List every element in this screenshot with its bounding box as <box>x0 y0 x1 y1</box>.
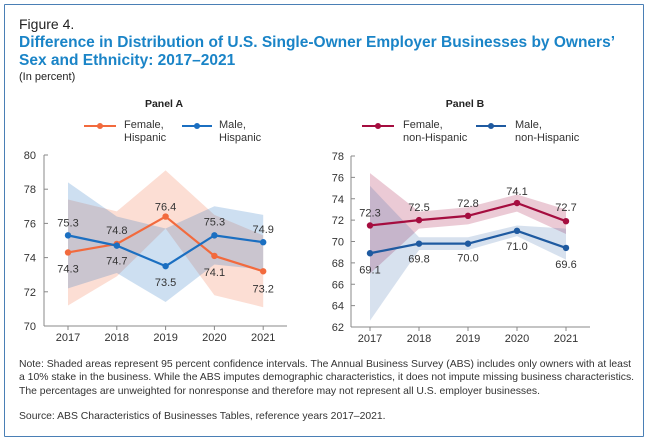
panel-b-data-point <box>562 244 570 252</box>
panel-a-data-point <box>211 252 218 260</box>
panel-a-data-label: 74.1 <box>204 267 225 279</box>
panel-b-data-label: 72.3 <box>359 207 380 219</box>
panel-a-data-label: 74.9 <box>252 224 273 236</box>
panel-a-x-tick-label: 2017 <box>56 332 80 344</box>
panel-b-y-tick-label: 68 <box>332 258 344 270</box>
panel-b-x-tick-label: 2017 <box>358 333 382 345</box>
figure-title: Difference in Distribution of U.S. Singl… <box>19 34 615 69</box>
panel-a-data-label: 75.3 <box>204 216 225 228</box>
panel-b-x-tick-label: 2018 <box>407 333 431 345</box>
panel-b-data-label: 72.5 <box>408 202 429 214</box>
panel-a-ci-band-0 <box>68 170 264 308</box>
panel-a-data-label: 74.7 <box>106 256 127 268</box>
panel-a-data-label: 76.4 <box>155 202 176 214</box>
panel-b-data-label: 70.0 <box>457 253 478 265</box>
panel-a-x-tick-label: 2021 <box>251 332 275 344</box>
panel-a-x-tick-label: 2020 <box>202 332 226 344</box>
panel-b-y-tick-label: 72 <box>332 215 344 227</box>
panel-a-y-tick-label: 80 <box>24 150 36 162</box>
panel-a-title: Panel A <box>144 98 184 110</box>
panel-b-data-point <box>513 227 521 235</box>
panel-a-data-point <box>260 268 267 275</box>
panel-b-ci-band-1 <box>370 185 566 321</box>
panel-b-data-label: 69.1 <box>359 264 380 276</box>
unit-label: (In percent) <box>19 71 76 83</box>
panel-a-x-tick-label: 2019 <box>153 332 177 344</box>
legend-marker-female-hispanic <box>97 123 103 129</box>
figure-frame <box>4 4 644 437</box>
panel-a-y-tick-label: 72 <box>24 287 36 299</box>
legend-label-male-non-hispanic: Male, non-Hispanic <box>515 119 580 144</box>
panel-a-y-tick-label: 74 <box>24 253 36 265</box>
panel-b-data-point <box>562 217 570 225</box>
panel-a-data-label: 75.3 <box>57 217 78 229</box>
panel-b-y-tick-label: 64 <box>332 301 344 313</box>
panel-a-data-point <box>260 239 267 246</box>
panel-b-data-point <box>464 240 472 247</box>
panel-b-ci-band-0 <box>370 173 566 274</box>
panel-a-ci-band-1 <box>68 182 264 303</box>
panel-b-data-point <box>513 199 521 207</box>
panel-b-data-point <box>415 216 423 224</box>
panel-b-data-label: 71.0 <box>506 241 527 253</box>
legend-label-male-hispanic: Male, Hispanic <box>219 119 262 144</box>
panel-b-data-point <box>415 240 423 247</box>
panel-a-data-point <box>64 249 72 256</box>
panel-a-data-label: 73.5 <box>155 277 176 289</box>
legend-marker-male-non-hispanic <box>488 123 494 129</box>
panel-a-data-label: 74.8 <box>106 225 127 237</box>
legend-marker-male-hispanic <box>194 123 200 129</box>
panel-a-y-tick-label: 76 <box>24 218 36 230</box>
source-text: Source: ABS Characteristics of Businesse… <box>19 411 386 422</box>
panel-b-data-label: 69.8 <box>408 254 429 266</box>
panel-a-data-point <box>211 232 218 239</box>
panel-b-x-tick-label: 2021 <box>554 333 578 345</box>
panel-a-data-point <box>162 213 169 220</box>
panel-b-y-tick-label: 62 <box>332 322 344 334</box>
panel-a-data-label: 73.2 <box>252 283 273 295</box>
legend-marker-female-non-hispanic <box>375 123 381 129</box>
panel-a-data-point <box>64 232 72 239</box>
panel-b-y-tick-label: 76 <box>332 172 344 184</box>
panel-b-data-label: 72.8 <box>457 198 478 210</box>
legend-label-female-hispanic: Female, Hispanic <box>124 119 167 144</box>
panel-a-data-point <box>162 262 169 270</box>
panel-b-x-tick-label: 2020 <box>505 333 529 345</box>
panel-b-y-tick-label: 66 <box>332 279 344 291</box>
panel-a-y-tick-label: 70 <box>24 321 36 333</box>
panel-a-x-tick-label: 2018 <box>105 332 129 344</box>
panel-b-data-label: 72.7 <box>555 202 576 214</box>
figure-label: Figure 4. <box>19 16 75 32</box>
panel-b-data-point <box>366 250 374 257</box>
panel-b-title: Panel B <box>445 98 485 110</box>
panel-a-y-tick-label: 78 <box>24 184 36 196</box>
legend-label-female-non-hispanic: Female, non-Hispanic <box>403 119 468 144</box>
panel-b-data-point <box>464 212 472 220</box>
panel-b-data-label: 74.1 <box>506 186 527 198</box>
panel-b-data-point <box>366 222 374 229</box>
note-text: Note: Shaded areas represent 95 percent … <box>19 359 635 397</box>
panel-b-y-tick-label: 74 <box>332 194 344 206</box>
panel-a-data-point <box>113 242 121 249</box>
panel-b-x-tick-label: 2019 <box>456 333 480 345</box>
panel-b-y-tick-label: 70 <box>332 237 344 249</box>
panel-a-data-label: 74.3 <box>57 263 78 275</box>
panel-b-data-label: 69.6 <box>555 259 576 271</box>
panel-b-y-tick-label: 78 <box>332 151 344 163</box>
